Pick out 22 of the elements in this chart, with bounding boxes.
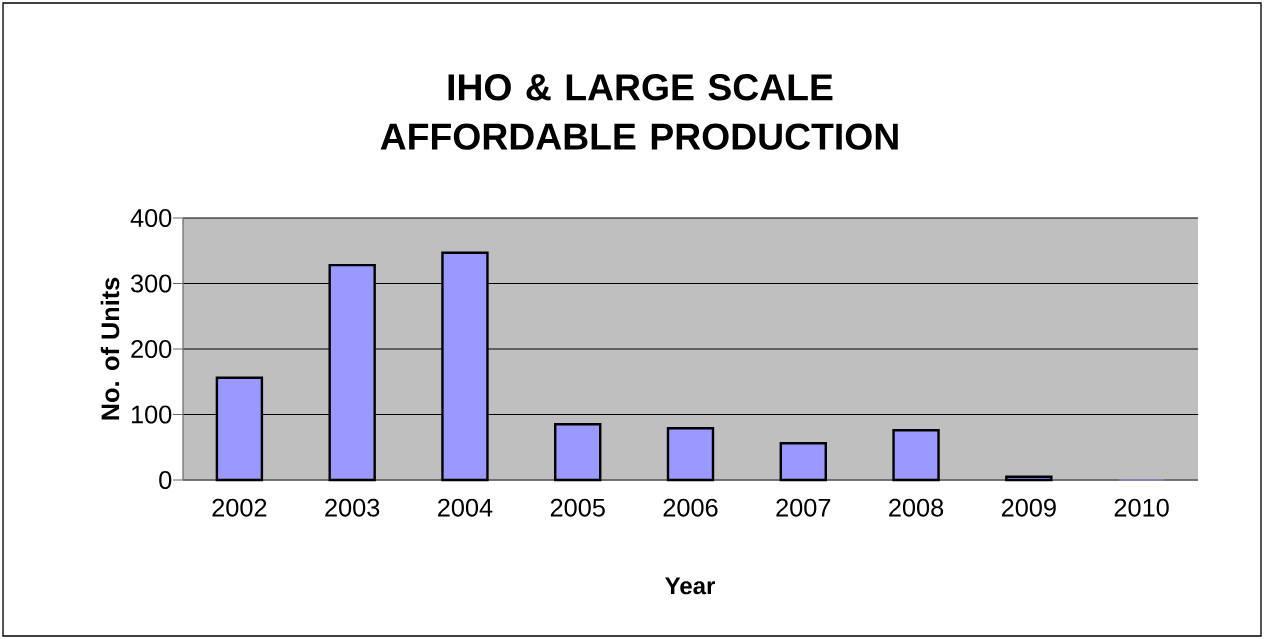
x-tick-label: 2005 — [550, 498, 605, 517]
x-tick-label: 2003 — [325, 498, 380, 517]
bar — [779, 442, 827, 482]
x-tick-label: 2004 — [438, 498, 493, 517]
y-tick-label: 400 — [130, 209, 172, 227]
x-tick-label: 2002 — [212, 498, 267, 517]
chart-title: IHO & LARGE SCALE AFFORDABLE PRODUCTION — [380, 74, 898, 150]
bar — [666, 427, 715, 482]
x-tick-label: 2010 — [1114, 498, 1169, 517]
x-tick-label: 2007 — [776, 498, 831, 517]
x-axis-title: Year — [665, 577, 715, 595]
x-tick-label: 2006 — [663, 498, 718, 517]
y-axis-title: No. of Units — [100, 277, 120, 420]
x-tick-label: 2009 — [1001, 498, 1056, 517]
y-tick-label: 200 — [131, 340, 172, 358]
bar — [892, 429, 940, 482]
y-tick-label: 0 — [159, 471, 172, 489]
y-tick-label: 300 — [131, 274, 172, 293]
bar — [1005, 475, 1053, 482]
y-tick-label: 100 — [131, 405, 172, 424]
x-tick-label: 2008 — [889, 498, 944, 517]
bar — [554, 423, 602, 482]
